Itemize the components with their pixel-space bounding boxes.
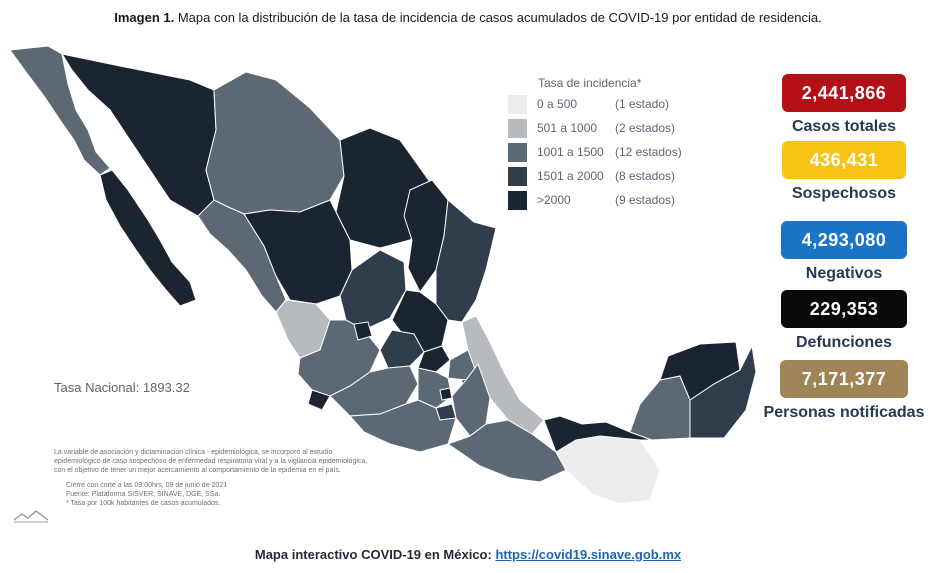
stat-personas-notificadas: 7,171,377 Personas notificadas: [752, 360, 936, 422]
legend-range: >2000: [537, 193, 571, 207]
stat-value-box: 2,441,866: [782, 74, 906, 112]
covid19-sinave-link[interactable]: https://covid19.sinave.gob.mx: [495, 547, 682, 562]
footer-text: Mapa interactivo COVID-19 en México:: [254, 547, 492, 562]
legend-count: (9 estados): [615, 193, 676, 207]
legend-swatch: [508, 118, 527, 138]
stat-value-box: 7,171,377: [780, 360, 908, 398]
stat-defunciones: 229,353 Defunciones: [752, 290, 936, 352]
tasa-nacional: Tasa Nacional: 1893.32: [54, 380, 190, 395]
state-baja-california-sur: [99, 169, 197, 307]
stat-value-box: 4,293,080: [781, 221, 907, 259]
legend-swatch: [508, 142, 527, 162]
caption-label: Imagen 1.: [114, 10, 175, 25]
legend-range: 1001 a 1500: [537, 145, 604, 159]
legend-row: >2000 (9 estados): [508, 188, 682, 212]
legend-row: 501 a 1000 (2 estados): [508, 116, 682, 140]
interactive-map-footer: Mapa interactivo COVID-19 en México: htt…: [0, 547, 936, 562]
legend-swatch: [508, 94, 527, 114]
sinave-logo-icon: [13, 510, 49, 523]
state-campeche: [629, 375, 691, 441]
stat-casos-totales: 2,441,866 Casos totales: [752, 74, 936, 136]
stat-negativos: 4,293,080 Negativos: [752, 221, 936, 283]
state-ciudad-de-mexico: [439, 387, 453, 401]
legend-row: 1501 a 2000 (8 estados): [508, 164, 682, 188]
stat-value-box: 229,353: [781, 290, 907, 328]
state-quintana-roo: [689, 344, 757, 439]
legend-title: Tasa de incidencia*: [538, 76, 642, 90]
legend-range: 0 a 500: [537, 97, 578, 111]
legend-count: (8 estados): [615, 169, 676, 183]
stat-label: Personas notificadas: [763, 404, 925, 421]
source-line: Fuente: Plataforma SISVER, SINAVE, DGE, …: [66, 491, 221, 498]
mexico-map: [9, 45, 757, 505]
state-aguascalientes: [353, 321, 373, 341]
note-line: epidemiológico de caso sospechoso de enf…: [54, 458, 368, 465]
state-queretaro: [417, 345, 451, 373]
stat-value-box: 436,431: [782, 141, 906, 179]
state-chihuahua: [205, 71, 345, 215]
legend-count: (1 estado): [615, 97, 670, 111]
legend-count: (2 estados): [615, 121, 676, 135]
state-colima: [307, 389, 331, 411]
legend-range: 1501 a 2000: [537, 169, 604, 183]
state-guerrero: [348, 399, 457, 453]
state-baja-california: [9, 45, 111, 176]
legend-row: 1001 a 1500 (12 estados): [508, 140, 682, 164]
legend-swatch: [508, 190, 527, 210]
legend-row: 0 a 500 (1 estado): [508, 92, 682, 116]
source-line: Cierre con corte a las 09:00hrs, 09 de j…: [66, 482, 228, 489]
legend-count: (12 estados): [615, 145, 682, 159]
caption-text: Mapa con la distribución de la tasa de i…: [177, 10, 822, 25]
footnotes: La variable de asociación y dictaminació…: [54, 448, 454, 508]
legend-swatch: [508, 166, 527, 186]
stat-label: Negativos: [805, 265, 883, 282]
note-line: con el objetivo de tener un mejor acerca…: [54, 467, 341, 474]
stat-label: Defunciones: [795, 334, 892, 351]
note-line: La variable de asociación y dictaminació…: [54, 449, 333, 456]
map-legend: Tasa de incidencia* 0 a 500 (1 estado) 5…: [508, 76, 682, 212]
figure-caption: Imagen 1. Mapa con la distribución de la…: [0, 10, 936, 25]
source-line: * Tasa por 100k habitantes de casos acum…: [66, 500, 221, 507]
stat-label: Casos totales: [791, 118, 897, 135]
stat-sospechosos: 436,431 Sospechosos: [752, 141, 936, 203]
state-chiapas: [555, 435, 661, 505]
stat-label: Sospechosos: [791, 185, 897, 202]
legend-range: 501 a 1000: [537, 121, 598, 135]
